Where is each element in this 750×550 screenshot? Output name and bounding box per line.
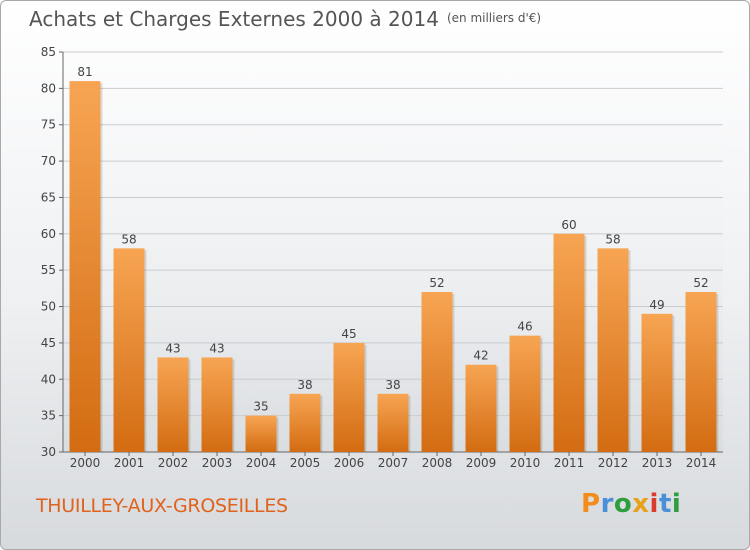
axes: 30 35 40 45 50 55 60 65 70 75 80 85 2000 2001 2002 2003… <box>41 45 723 470</box>
value-label: 58 <box>121 232 136 246</box>
y-tick-label: 85 <box>41 45 56 59</box>
bar-2013 <box>641 313 673 452</box>
logo-letter: r <box>600 489 614 519</box>
chart-title: Achats et Charges Externes 2000 à 2014 <box>29 7 439 31</box>
x-tick-label: 2008 <box>422 456 453 470</box>
x-tick-label: 2000 <box>70 456 101 470</box>
bar-2012 <box>597 248 629 452</box>
logo-letter: t <box>658 489 672 519</box>
y-tick-label: 35 <box>41 409 56 423</box>
chart-unit: (en milliers d'€) <box>446 11 542 25</box>
bar-2008 <box>421 292 453 452</box>
bar-2000 <box>69 81 101 452</box>
bar-2005 <box>289 393 321 452</box>
bar-2014 <box>685 292 717 452</box>
x-tick-label: 2007 <box>378 456 409 470</box>
logo-letter: i <box>649 489 659 519</box>
x-tick-label: 2010 <box>510 456 541 470</box>
logo-letter: o <box>613 489 633 519</box>
value-label: 60 <box>561 218 576 232</box>
y-tick-label: 50 <box>41 300 56 314</box>
y-tick-label: 65 <box>41 190 56 204</box>
value-label: 52 <box>693 276 708 290</box>
value-label: 42 <box>473 349 488 363</box>
x-tick-label: 2003 <box>202 456 233 470</box>
value-label: 52 <box>429 276 444 290</box>
logo-letter: x <box>632 489 650 519</box>
city-name: THUILLEY-AUX-GROSEILLES <box>36 495 288 517</box>
bar-2007 <box>377 393 409 452</box>
value-label: 38 <box>297 378 312 392</box>
value-label: 58 <box>605 232 620 246</box>
y-tick-label: 55 <box>41 263 56 277</box>
y-tick-label: 75 <box>41 118 56 132</box>
x-tick-label: 2006 <box>334 456 365 470</box>
bar-2011 <box>553 233 585 452</box>
y-tick-label: 60 <box>41 227 56 241</box>
bar-2009 <box>465 364 497 452</box>
value-label: 46 <box>517 320 532 334</box>
logo-letter: P <box>581 489 601 519</box>
x-tick-label: 2012 <box>598 456 629 470</box>
bars <box>69 81 719 452</box>
bar-2004 <box>245 415 277 452</box>
x-tick-label: 2013 <box>642 456 673 470</box>
x-tick-label: 2014 <box>686 456 717 470</box>
x-tick-label: 2009 <box>466 456 497 470</box>
chart-title-block: Achats et Charges Externes 2000 à 2014 (e… <box>29 7 541 31</box>
bar-2002 <box>157 357 189 452</box>
bar-2003 <box>201 357 233 452</box>
y-tick-label: 80 <box>41 81 56 95</box>
bar-2001 <box>113 248 145 452</box>
value-label: 43 <box>165 341 180 355</box>
x-tick-label: 2004 <box>246 456 277 470</box>
data-labels: 81 58 43 43 35 38 45 38 52 42 46 60 58 49 52 <box>77 65 708 414</box>
y-tick-label: 40 <box>41 372 56 386</box>
y-tick-label: 30 <box>41 445 56 459</box>
x-tick-label: 2011 <box>554 456 585 470</box>
x-tick-label: 2001 <box>114 456 145 470</box>
proxiti-logo[interactable]: Proxiti <box>581 489 681 519</box>
value-label: 81 <box>77 65 92 79</box>
bar-2006 <box>333 342 365 452</box>
y-tick-label: 70 <box>41 154 56 168</box>
value-label: 43 <box>209 341 224 355</box>
y-tick-label: 45 <box>41 336 56 350</box>
x-tick-label: 2002 <box>158 456 189 470</box>
logo-letter: i <box>671 489 682 519</box>
x-tick-label: 2005 <box>290 456 321 470</box>
value-label: 35 <box>253 400 268 414</box>
value-label: 45 <box>341 327 356 341</box>
bar-2010 <box>509 335 541 452</box>
value-label: 49 <box>649 298 664 312</box>
value-label: 38 <box>385 378 400 392</box>
